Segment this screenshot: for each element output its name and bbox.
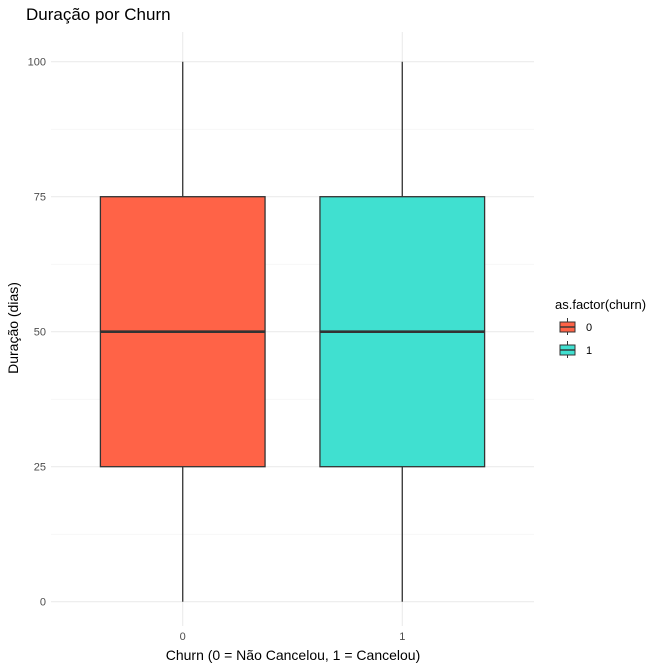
- legend-label: 1: [586, 345, 592, 357]
- y-tick-label: 50: [34, 327, 46, 339]
- y-tick-label: 75: [34, 192, 46, 204]
- boxes: [99, 61, 486, 602]
- legend-title: as.factor(churn): [555, 297, 646, 312]
- y-tick-label: 100: [28, 57, 46, 69]
- y-axis-ticks: 0 25 50 75 100: [28, 57, 46, 609]
- y-axis-title: Duração (dias): [5, 282, 21, 374]
- x-tick-label: 0: [180, 631, 186, 643]
- legend: as.factor(churn) 0 1: [555, 297, 646, 358]
- y-tick-label: 0: [40, 597, 46, 609]
- chart-title: Duração por Churn: [26, 5, 171, 24]
- x-tick-label: 1: [399, 631, 405, 643]
- y-tick-label: 25: [34, 462, 46, 474]
- x-axis-title: Churn (0 = Não Cancelou, 1 = Cancelou): [166, 647, 420, 663]
- legend-label: 0: [586, 322, 592, 334]
